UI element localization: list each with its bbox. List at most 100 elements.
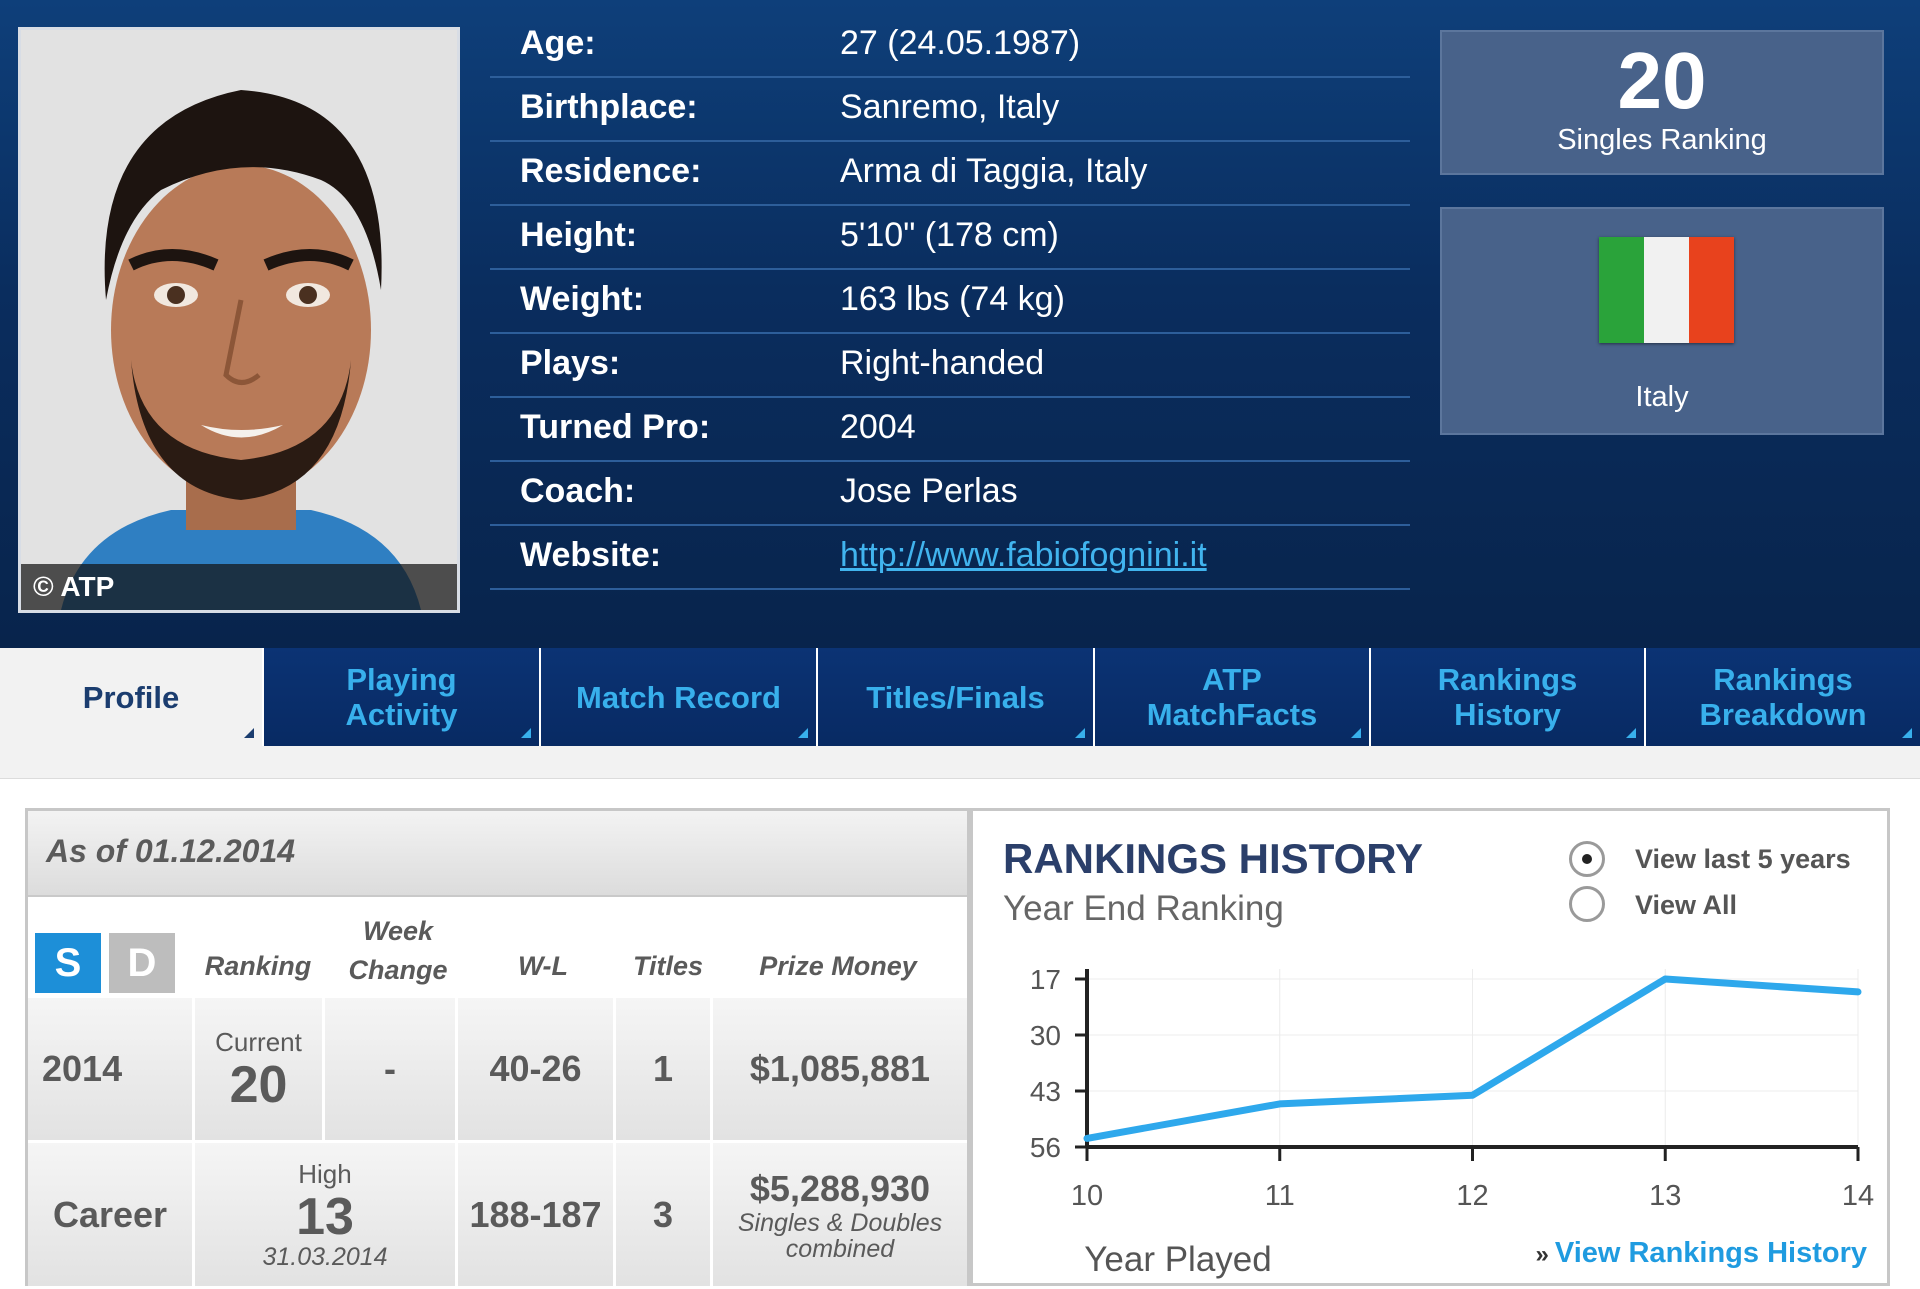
chart-title: RANKINGS HISTORY	[1003, 835, 1424, 882]
tab-label: Rankings Breakdown	[1699, 662, 1867, 732]
prize-cell: $5,288,930 Singles & Doubles combined	[713, 1143, 967, 1286]
titles-value: 1	[652, 1048, 674, 1089]
tab-rankings-history[interactable]: Rankings History	[1369, 648, 1644, 746]
info-row-turned-pro: Turned Pro: 2004	[490, 398, 1410, 462]
info-label: Coach:	[520, 472, 636, 510]
link-arrow-icon: »	[1535, 1241, 1549, 1268]
row-label: Career	[52, 1193, 168, 1235]
ranking-data-point	[1084, 1135, 1090, 1142]
tab-corner-icon	[1626, 728, 1636, 738]
wl-cell: 188-187	[458, 1143, 616, 1286]
rank-caption: Current	[215, 1026, 302, 1057]
y-tick-label: 17	[1030, 964, 1061, 995]
info-value: Sanremo, Italy	[840, 88, 1060, 126]
ranking-cell: Current 20	[195, 998, 325, 1140]
flag-stripe-red	[1689, 237, 1734, 343]
info-label: Website:	[520, 536, 662, 574]
rank-date: 31.03.2014	[262, 1243, 388, 1271]
col-header-titles: Titles	[632, 951, 704, 981]
ranking-cell: High 13 31.03.2014	[195, 1143, 458, 1286]
ranking-data-point	[1276, 1100, 1283, 1107]
y-tick-label: 30	[1030, 1020, 1061, 1051]
info-row-height: Height: 5'10" (178 cm)	[490, 206, 1410, 270]
info-value: Arma di Taggia, Italy	[840, 152, 1148, 190]
tab-label: Playing Activity	[345, 662, 458, 732]
row-label-cell: Career	[28, 1143, 195, 1286]
tab-corner-icon	[1902, 728, 1912, 738]
as-of-date: As of 01.12.2014	[46, 833, 296, 869]
col-header-ranking: Ranking	[204, 951, 312, 981]
y-tick-label: 56	[1030, 1132, 1061, 1163]
radio-label-view-all: View All	[1635, 890, 1738, 920]
italy-flag-icon	[1599, 237, 1734, 343]
tab-rankings-breakdown[interactable]: Rankings Breakdown	[1644, 648, 1920, 746]
wl-value: 188-187	[469, 1193, 602, 1235]
website-link[interactable]: http://www.fabiofognini.it	[840, 536, 1207, 574]
stats-panel: As of 01.12.2014 S D Ranking Week Change…	[25, 808, 970, 1286]
tab-label: Rankings History	[1437, 662, 1578, 732]
info-label: Weight:	[520, 280, 645, 318]
tab-label: Titles/Finals	[866, 679, 1045, 715]
country-box: Italy	[1440, 207, 1884, 435]
prize-value: $1,085,881	[749, 1048, 931, 1089]
stats-header: As of 01.12.2014	[28, 811, 967, 897]
photo-credit: © ATP	[21, 564, 457, 610]
titles-cell: 1	[616, 998, 713, 1140]
tab-content-divider	[0, 746, 1920, 779]
info-label: Residence:	[520, 152, 702, 190]
profile-info-table: Age: 27 (24.05.1987) Birthplace: Sanremo…	[490, 14, 1410, 590]
prize-note: Singles & Doubles combined	[737, 1208, 943, 1263]
view-rankings-history-label: View Rankings History	[1554, 1237, 1867, 1269]
view-rankings-history-link[interactable]: » View Rankings History	[1536, 1237, 1867, 1270]
profile-tabs: Profile Playing Activity Match Record Ti…	[0, 648, 1920, 746]
singles-toggle-button[interactable]: S	[35, 933, 101, 993]
tab-corner-icon	[244, 728, 254, 738]
flag-stripe-white	[1644, 237, 1689, 343]
tab-label: ATP MatchFacts	[1146, 662, 1318, 732]
tab-label: Profile	[82, 679, 180, 715]
radio-last-5-years[interactable]	[1569, 841, 1605, 877]
radio-label-last-5-years: View last 5 years	[1635, 844, 1851, 874]
tab-corner-icon	[521, 728, 531, 738]
singles-ranking-box: 20 Singles Ranking	[1440, 30, 1884, 175]
doubles-toggle-button[interactable]: D	[109, 933, 175, 993]
chart-subtitle: Year End Ranking	[1003, 889, 1284, 928]
x-tick-label: 12	[1456, 1180, 1488, 1212]
info-label: Plays:	[520, 344, 621, 382]
radio-view-all[interactable]	[1569, 886, 1605, 922]
rank-value: 20	[229, 1055, 288, 1114]
ranking-data-point	[1855, 988, 1861, 995]
rankings-line-chart: 17 30 43 56 10 11 12 13 14 Year Played	[1030, 964, 1874, 1279]
info-row-age: Age: 27 (24.05.1987)	[490, 14, 1410, 78]
week-change-value: -	[384, 1048, 396, 1089]
player-header: © ATP Age: 27 (24.05.1987) Birthplace: S…	[0, 0, 1920, 648]
stats-row-2014: 2014 Current 20 - 40-26 1 $1,085,881	[28, 998, 967, 1140]
col-header-prize-money: Prize Money	[759, 951, 917, 981]
info-value: 27 (24.05.1987)	[840, 24, 1081, 62]
info-value: Jose Perlas	[840, 472, 1018, 510]
rank-caption: High	[298, 1159, 352, 1189]
x-tick-label: 14	[1842, 1180, 1874, 1212]
info-row-website: Website: http://www.fabiofognini.it	[490, 526, 1410, 590]
tab-profile[interactable]: Profile	[0, 648, 262, 746]
info-value: 5'10" (178 cm)	[840, 216, 1059, 254]
rank-value: 13	[296, 1188, 354, 1246]
tab-playing-activity[interactable]: Playing Activity	[262, 648, 539, 746]
ranking-data-point	[1469, 1092, 1476, 1099]
info-row-plays: Plays: Right-handed	[490, 334, 1410, 398]
info-label: Height:	[520, 216, 638, 254]
flag-stripe-green	[1599, 237, 1644, 343]
info-value: 163 lbs (74 kg)	[840, 280, 1065, 318]
tab-atp-matchfacts[interactable]: ATP MatchFacts	[1093, 648, 1369, 746]
titles-value: 3	[652, 1193, 674, 1235]
tab-corner-icon	[798, 728, 808, 738]
row-label: 2014	[42, 1048, 123, 1089]
x-axis-label: Year Played	[1084, 1240, 1271, 1279]
info-row-residence: Residence: Arma di Taggia, Italy	[490, 142, 1410, 206]
prize-cell: $1,085,881	[713, 998, 967, 1140]
tab-match-record[interactable]: Match Record	[539, 648, 816, 746]
player-portrait-image	[21, 30, 457, 610]
tab-titles-finals[interactable]: Titles/Finals	[816, 648, 1093, 746]
col-header-week-change: Week Change	[348, 916, 448, 985]
x-tick-label: 11	[1265, 1180, 1295, 1212]
